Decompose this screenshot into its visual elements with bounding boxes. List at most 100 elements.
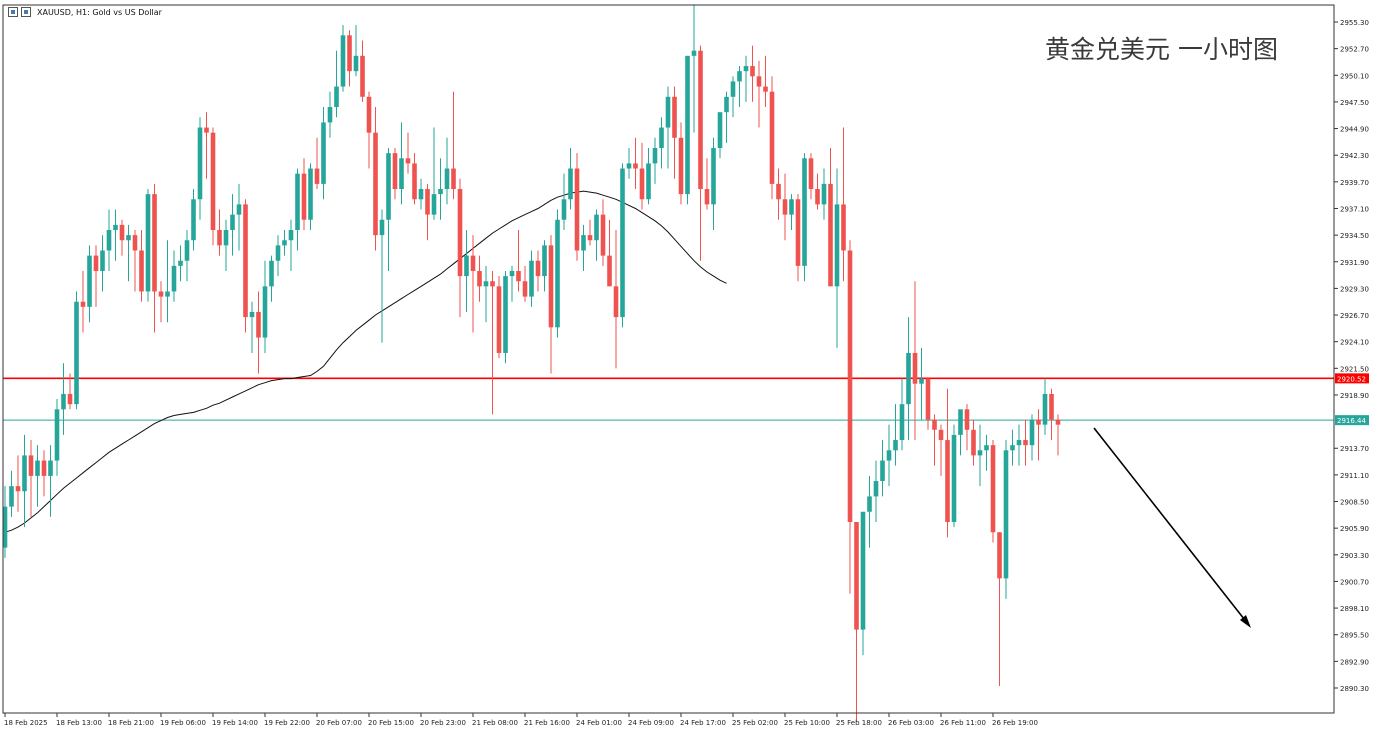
candle [685, 55, 690, 205]
candle-body [789, 199, 794, 215]
candle-body [841, 204, 846, 251]
candle [581, 224, 586, 271]
candle [899, 378, 905, 451]
candle-body [730, 81, 736, 97]
candle [74, 291, 79, 410]
candle [295, 168, 300, 251]
candle [815, 173, 820, 210]
candle [782, 173, 788, 241]
candle [308, 163, 313, 230]
candle [646, 148, 651, 205]
candle [236, 183, 242, 251]
candle [269, 255, 274, 302]
candle [860, 511, 866, 656]
candle-body [925, 378, 931, 420]
candle-body [867, 496, 872, 512]
candle [35, 445, 40, 507]
candle [360, 40, 365, 102]
candle-body [249, 311, 255, 318]
y-tick-label: 2944.90 [1340, 126, 1369, 134]
candle [457, 178, 463, 318]
candle-body [672, 96, 677, 138]
candle-body [906, 352, 911, 405]
candle [184, 229, 190, 282]
candle-body [646, 163, 651, 200]
candle-body [1023, 440, 1028, 446]
candle-body [847, 250, 853, 523]
candle-body [860, 511, 866, 630]
candle-body [48, 460, 53, 476]
candle-body [717, 112, 723, 149]
x-tick-label: 24 Feb 01:00 [576, 719, 622, 727]
candle-body [191, 199, 196, 241]
axes-layer: 2920.52 2916.44 2955.30 2952.70 2950.10 2947.… [2, 4, 1369, 727]
y-tick-label: 2937.10 [1340, 205, 1369, 213]
resistance-price-tag [1335, 373, 1369, 384]
candle [750, 45, 755, 102]
candle-body [139, 250, 144, 292]
candle [691, 4, 697, 133]
candle [743, 55, 749, 102]
candle-body [405, 158, 411, 164]
candle [353, 25, 359, 77]
candle-body [158, 291, 164, 297]
candle-body [503, 276, 508, 353]
candle-body [678, 137, 684, 195]
candle [87, 245, 92, 323]
y-tick-label: 2955.30 [1340, 19, 1369, 27]
candle-body [210, 132, 216, 230]
y-tick-label: 2950.10 [1340, 72, 1369, 80]
candle-body [2, 506, 8, 548]
candle [587, 219, 593, 246]
candle-body [269, 260, 274, 287]
candle-body [87, 255, 92, 307]
candle [958, 409, 963, 456]
candle [535, 250, 541, 292]
candle [789, 194, 794, 230]
candle-body [555, 219, 560, 328]
candle-body [1049, 393, 1054, 420]
candle [483, 265, 489, 323]
candle-body [821, 183, 827, 205]
candle [282, 229, 287, 256]
candle [438, 158, 443, 220]
candle-body [327, 107, 333, 123]
candle-body [763, 86, 768, 92]
candle-body [542, 245, 547, 277]
candle-body [893, 440, 898, 451]
candle-body [698, 50, 703, 190]
candle-body [54, 409, 60, 461]
candle-body [67, 393, 73, 405]
candle [204, 112, 209, 179]
x-tick-label: 19 Feb 06:00 [160, 719, 206, 727]
candle [997, 532, 1002, 686]
candle [867, 475, 872, 548]
candle [906, 317, 911, 441]
x-tick-label: 20 Feb 07:00 [316, 719, 362, 727]
candle-body [457, 189, 463, 277]
candle [542, 240, 547, 292]
candle [613, 229, 619, 369]
candle [828, 148, 833, 287]
y-tick-label: 2898.10 [1340, 605, 1369, 613]
candle [1010, 429, 1015, 466]
candle-body [366, 96, 372, 133]
candle-body [431, 194, 437, 215]
candle-body [886, 450, 892, 461]
y-tick-label: 2939.70 [1340, 179, 1369, 187]
candle [756, 60, 762, 128]
projection-arrow-layer [1093, 427, 1251, 628]
candle [171, 250, 177, 302]
candle-body [834, 204, 840, 287]
x-tick-label: 18 Feb 13:00 [56, 719, 102, 727]
candle [431, 127, 437, 220]
moving-average-layer [4, 190, 727, 533]
candle-body [321, 122, 326, 184]
candle-body [828, 183, 833, 287]
bid-price-tag [1335, 415, 1369, 426]
candle [548, 235, 554, 374]
candle-body [990, 445, 996, 533]
candle [945, 388, 950, 538]
candle-body [737, 71, 742, 82]
